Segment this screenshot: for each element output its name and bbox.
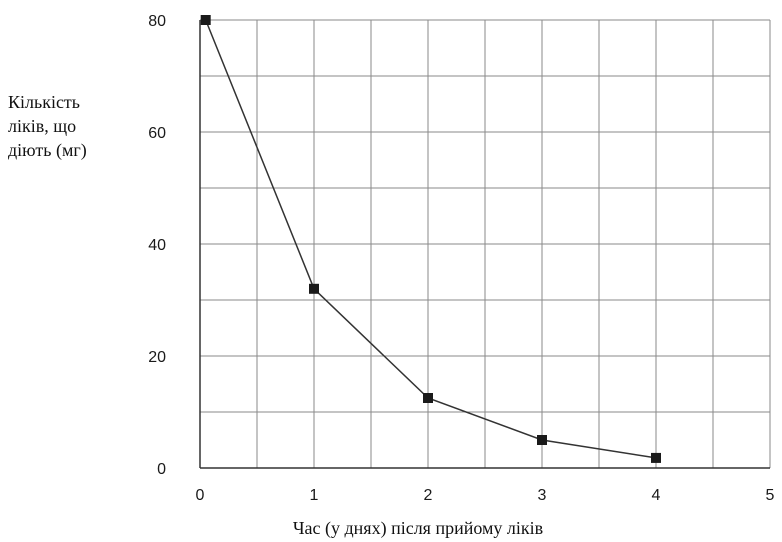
x-axis-label: Час (у днях) після прийому ліків [293,518,543,539]
x-tick-label: 4 [652,487,661,504]
y-axis-label-line: Кількість [8,92,80,112]
x-tick-label: 5 [766,487,775,504]
data-point-marker [200,15,211,25]
data-point-marker [537,435,547,445]
grid [200,19,771,468]
axes [199,20,770,469]
series-line [205,19,657,459]
x-tick-label: 2 [424,487,433,504]
data-point-marker [651,452,661,463]
x-tick-label: 1 [310,487,319,504]
series-group [200,15,661,463]
y-tick-label: 80 [148,13,166,30]
y-tick-label: 20 [148,349,166,366]
y-tick-label: 40 [148,237,166,254]
data-point-marker [423,393,433,403]
x-tick-labels: 0 1 2 3 4 5 [196,487,775,504]
y-tick-label: 60 [148,125,166,142]
y-tick-label: 0 [157,461,166,478]
x-tick-label: 0 [196,487,205,504]
y-tick-labels: 0 20 40 60 80 [148,13,166,478]
y-axis-label-line: діють (мг) [8,140,87,161]
y-axis-label: Кількість ліків, що діють (мг) [8,92,87,161]
y-axis-label-line: ліків, що [8,116,76,136]
data-point-marker [309,283,319,294]
x-tick-label: 3 [538,487,547,504]
